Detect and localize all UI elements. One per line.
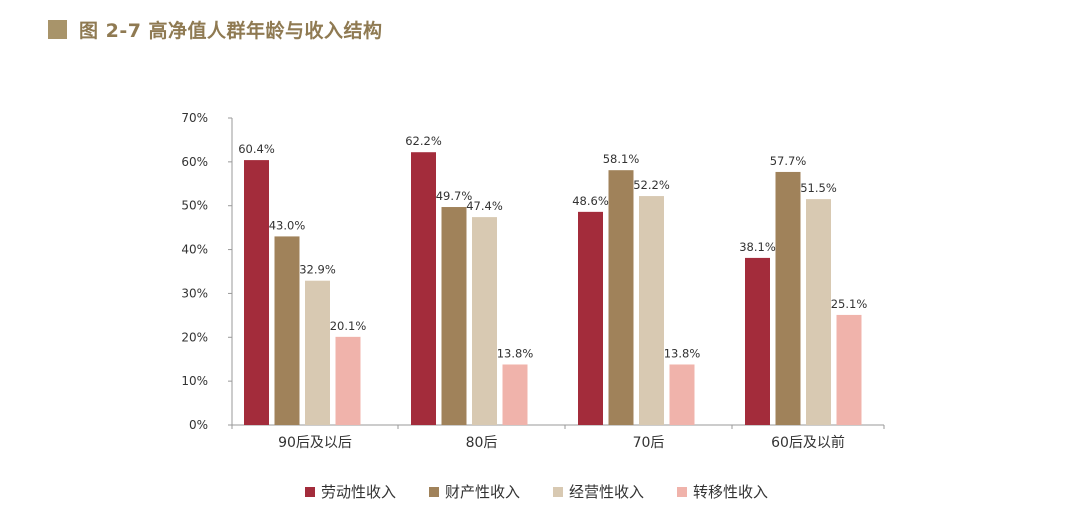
figure-header: 图 2-7 高净值人群年龄与收入结构 bbox=[48, 16, 383, 43]
x-category-label: 90后及以后 bbox=[278, 435, 352, 451]
x-category-label: 60后及以前 bbox=[771, 434, 845, 451]
x-category-label: 70后 bbox=[633, 435, 665, 451]
bar bbox=[441, 207, 467, 425]
bar bbox=[578, 211, 603, 425]
bar bbox=[411, 152, 436, 426]
figure-title: 图 2-7 高净值人群年龄与收入结构 bbox=[79, 20, 383, 42]
bar bbox=[745, 257, 770, 425]
bar-value-label: 49.7% bbox=[436, 189, 473, 203]
bar-value-label: 58.1% bbox=[603, 152, 640, 166]
chart-value-labels: 60.4% 62.2% 48.6% 38.1% 43.0% 49.7% 58.1% 57.7%… bbox=[238, 134, 867, 360]
bar bbox=[775, 171, 801, 425]
chart-legend: 劳动性收入 财产性收入 经营性收入 转移性收入 bbox=[305, 483, 768, 501]
chart-bars bbox=[244, 152, 862, 426]
legend-swatch bbox=[429, 487, 439, 497]
legend-swatch bbox=[553, 487, 563, 497]
bar-value-label: 60.4% bbox=[238, 142, 275, 156]
bar-value-label: 57.7% bbox=[770, 154, 807, 168]
bar-value-label: 52.2% bbox=[633, 178, 670, 192]
bar bbox=[639, 196, 664, 425]
bar-value-label: 13.8% bbox=[497, 346, 534, 360]
bar-value-label: 32.9% bbox=[299, 263, 336, 277]
legend-label: 经营性收入 bbox=[569, 483, 644, 501]
bar-value-label: 25.1% bbox=[831, 297, 868, 311]
y-tick-label: 10% bbox=[181, 374, 208, 388]
bar bbox=[274, 236, 300, 425]
y-tick-label: 20% bbox=[181, 330, 208, 344]
bar-value-label: 43.0% bbox=[269, 218, 306, 232]
bar bbox=[502, 364, 528, 425]
legend-label: 劳动性收入 bbox=[321, 483, 396, 501]
bar-value-label: 13.8% bbox=[664, 346, 701, 360]
legend-label: 转移性收入 bbox=[693, 483, 768, 501]
y-tick-label: 70% bbox=[181, 111, 208, 125]
bar bbox=[608, 170, 634, 425]
y-tick-label: 40% bbox=[181, 243, 208, 257]
bar-value-label: 51.5% bbox=[800, 181, 837, 195]
legend-swatch bbox=[677, 487, 687, 497]
legend-swatch bbox=[305, 487, 315, 497]
bar bbox=[305, 280, 330, 425]
bar-value-label: 20.1% bbox=[330, 319, 367, 333]
y-tick-label: 50% bbox=[181, 199, 208, 213]
bar bbox=[335, 336, 361, 425]
bar bbox=[836, 314, 862, 425]
bar-value-label: 38.1% bbox=[739, 240, 776, 254]
y-tick-label: 0% bbox=[189, 418, 208, 432]
bar-value-label: 47.4% bbox=[466, 199, 503, 213]
bar-value-label: 62.2% bbox=[405, 134, 442, 148]
bar bbox=[669, 364, 695, 425]
legend-label: 财产性收入 bbox=[445, 483, 520, 501]
bar-value-label: 48.6% bbox=[572, 194, 609, 208]
y-tick-label: 60% bbox=[181, 155, 208, 169]
x-category-label: 80后 bbox=[466, 435, 498, 451]
bar bbox=[806, 199, 831, 425]
title-marker bbox=[48, 20, 67, 39]
bar bbox=[472, 217, 497, 425]
y-tick-label: 30% bbox=[181, 286, 208, 300]
bar bbox=[244, 160, 269, 426]
